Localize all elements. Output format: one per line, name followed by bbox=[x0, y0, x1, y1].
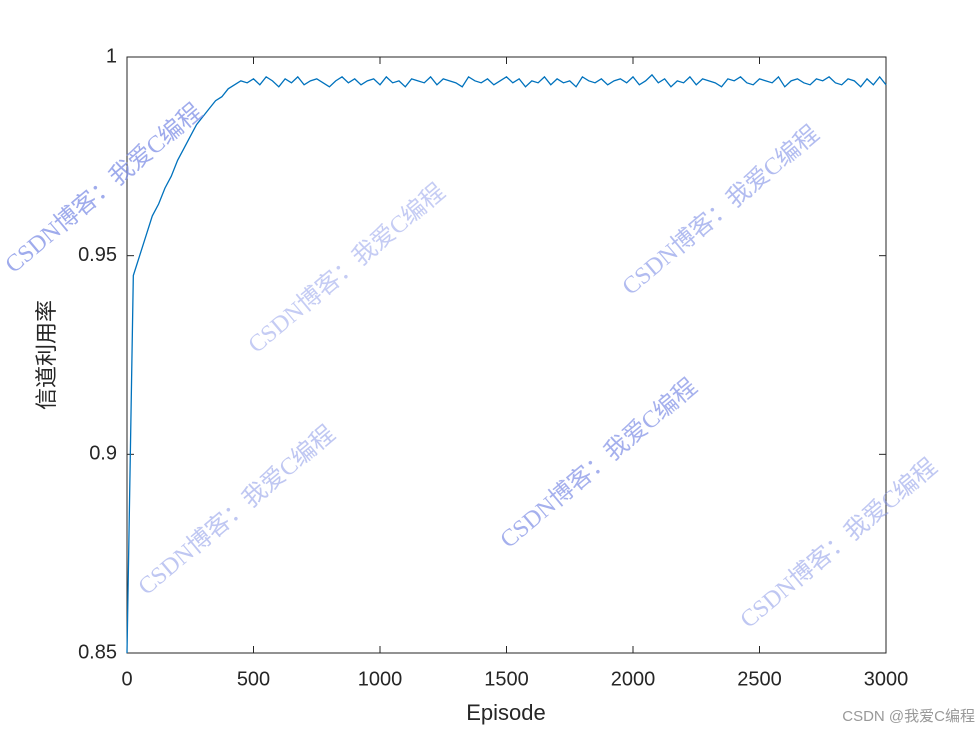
y-axis-label: 信道利用率 bbox=[34, 300, 59, 410]
line bbox=[126, 73, 887, 654]
y-tick-label: 0.9 bbox=[89, 443, 117, 465]
x-axis-label: Episode bbox=[466, 700, 546, 725]
y-tick-label: 0.85 bbox=[78, 641, 117, 663]
y-tick-label: 0.95 bbox=[78, 244, 117, 266]
x-tick-label: 1000 bbox=[358, 668, 403, 690]
plot-frame bbox=[126, 56, 887, 654]
x-tick-label: 2000 bbox=[611, 668, 656, 690]
y-tick-label: 1 bbox=[106, 45, 117, 67]
x-tick-label: 0 bbox=[121, 668, 132, 690]
x-tick-label: 1500 bbox=[484, 668, 529, 690]
x-tick-label: 500 bbox=[237, 668, 270, 690]
x-tick-label: 3000 bbox=[864, 668, 909, 690]
x-tick-label: 2500 bbox=[737, 668, 782, 690]
credit: CSDN @我爱C编程 bbox=[842, 708, 975, 725]
